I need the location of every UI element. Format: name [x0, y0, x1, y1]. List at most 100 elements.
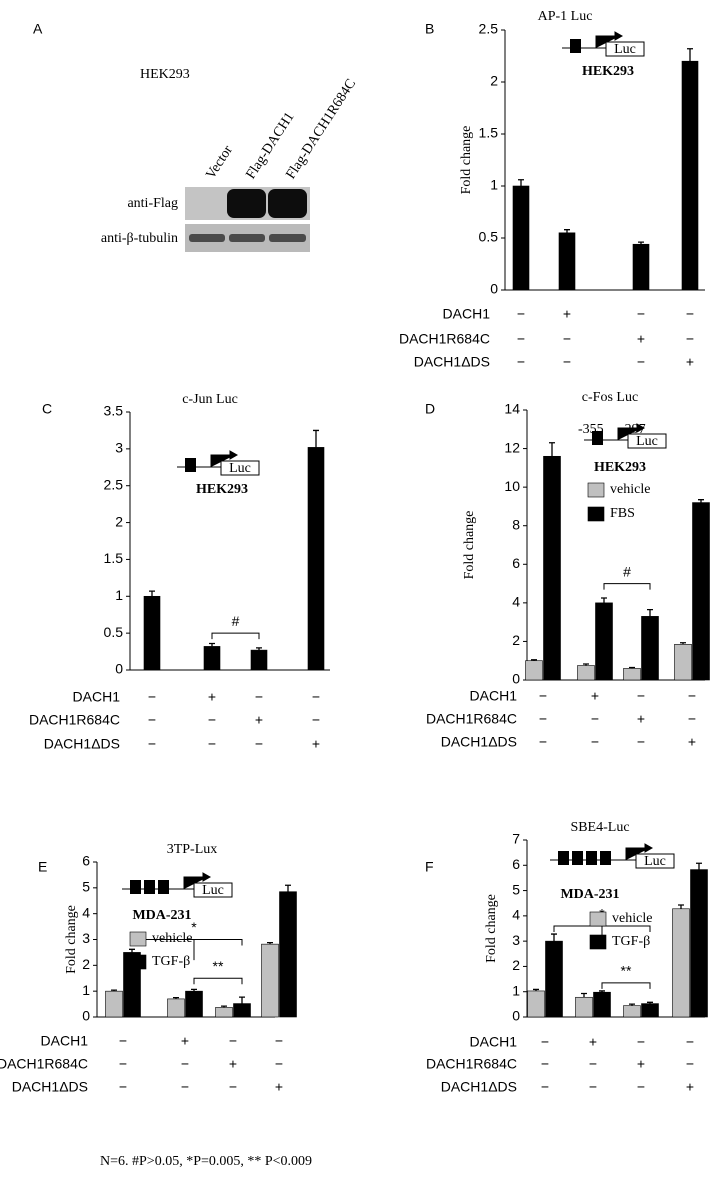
condition-sign: −: [517, 354, 525, 370]
cell-line: MDA-231: [132, 908, 191, 923]
y-tick-label: 1: [512, 982, 520, 998]
error-bar: [209, 642, 215, 647]
condition-sign: +: [563, 306, 571, 322]
condition-sign: −: [563, 331, 571, 347]
condition-sign: +: [229, 1056, 237, 1072]
error-bar: [531, 659, 537, 661]
bar: [641, 616, 659, 681]
legend-swatch: [589, 911, 607, 927]
legend-swatch: [587, 482, 605, 498]
y-tick-label: 8: [512, 516, 520, 532]
condition-sign: −: [541, 1056, 549, 1072]
reporter-box: [220, 460, 260, 476]
binding-site: [586, 851, 597, 865]
condition-sign: −: [119, 1033, 127, 1049]
error-bar: [551, 933, 557, 942]
error-bar: [256, 647, 262, 651]
bar: [575, 996, 593, 1018]
binding-site: [592, 431, 603, 445]
y-tick-label: 2: [490, 73, 498, 89]
blot-row-label: anti-β-tubulin: [101, 231, 178, 246]
legend-label: TGF-β: [152, 954, 190, 969]
bar: [167, 998, 185, 1018]
legend-swatch: [587, 506, 605, 522]
y-tick-label: 1: [490, 177, 498, 193]
y-axis-label: Fold change: [462, 511, 477, 580]
y-tick-label: 1.5: [479, 125, 499, 141]
condition-sign: −: [686, 1034, 694, 1050]
bar: [105, 990, 123, 1018]
error-bar: [680, 642, 686, 645]
bar: [233, 1003, 251, 1018]
condition-label: DACH1: [443, 306, 491, 322]
tss-arrow: [210, 450, 239, 467]
bar: [512, 185, 530, 291]
error-bar: [129, 948, 135, 953]
y-tick-label: 3: [115, 440, 123, 456]
y-tick-label: 4: [512, 594, 520, 610]
bar: [632, 243, 650, 291]
condition-sign: −: [591, 734, 599, 750]
condition-sign: −: [255, 736, 263, 752]
condition-sign: −: [563, 354, 571, 370]
bar: [543, 455, 561, 681]
condition-sign: −: [686, 331, 694, 347]
panel-letter: B: [425, 21, 434, 37]
site-label: -355: [578, 422, 604, 437]
condition-sign: −: [148, 712, 156, 728]
error-bar: [638, 241, 644, 245]
condition-sign: −: [517, 331, 525, 347]
condition-sign: −: [589, 1056, 597, 1072]
binding-site: [570, 39, 581, 53]
annotation: **: [213, 958, 224, 974]
site-label: -297: [620, 422, 646, 437]
condition-sign: −: [208, 736, 216, 752]
binding-site: [600, 851, 611, 865]
y-axis-label: Fold change: [459, 126, 474, 195]
error-bar: [696, 862, 702, 870]
significance-bracket: [211, 632, 260, 640]
y-tick-label: 3: [82, 930, 90, 946]
error-bar: [549, 442, 555, 457]
condition-sign: −: [539, 688, 547, 704]
bar: [527, 990, 545, 1018]
y-tick-label: 2: [82, 956, 90, 972]
y-tick-label: 3: [512, 932, 520, 948]
condition-sign: −: [539, 711, 547, 727]
condition-sign: +: [181, 1033, 189, 1049]
y-tick-label: 0: [512, 1008, 520, 1024]
y-tick-label: 2: [512, 632, 520, 648]
y-axis-label: Fold change: [484, 894, 499, 963]
condition-sign: −: [686, 306, 694, 322]
error-bar: [583, 663, 589, 666]
condition-sign: −: [541, 1034, 549, 1050]
bar: [545, 940, 563, 1018]
bar: [577, 665, 595, 681]
lane-label: Flag-DACH1R684C: [283, 77, 359, 182]
condition-sign: −: [688, 688, 696, 704]
binding-site: [158, 880, 169, 894]
bar: [641, 1003, 659, 1018]
panel-letter: A: [33, 21, 43, 37]
error-bar: [678, 904, 684, 909]
panel-letter: D: [425, 401, 435, 417]
reporter-box: [627, 433, 667, 449]
y-tick-label: 12: [504, 439, 520, 455]
condition-sign: +: [589, 1034, 597, 1050]
tss-arrow: [595, 31, 624, 48]
bar: [623, 668, 641, 681]
condition-sign: +: [688, 734, 696, 750]
cell-line: HEK293: [594, 460, 646, 475]
reporter-box: [193, 882, 233, 898]
bar: [593, 991, 611, 1018]
condition-label: DACH1R684C: [426, 711, 517, 727]
condition-sign: +: [208, 689, 216, 705]
cell-line: HEK293: [196, 482, 248, 497]
condition-label: DACH1: [470, 1034, 518, 1050]
error-bar: [111, 989, 117, 992]
y-tick-label: 2: [512, 957, 520, 973]
blot-band: [268, 189, 307, 218]
y-tick-label: 5: [512, 881, 520, 897]
